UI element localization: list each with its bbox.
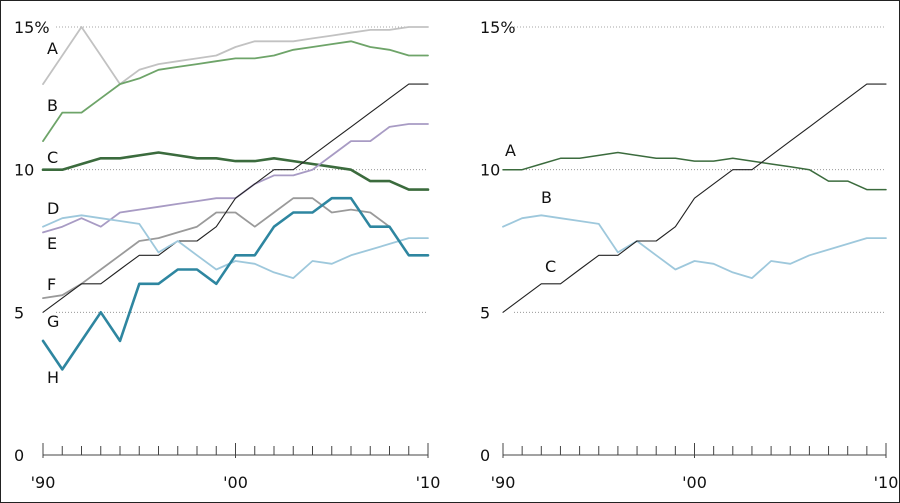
x-tick-label: '00 bbox=[223, 473, 248, 492]
y-tick-label: 10 bbox=[480, 161, 500, 180]
series-label-e: E bbox=[47, 234, 57, 253]
series-line-b bbox=[42, 40, 429, 142]
series-line-a bbox=[502, 151, 887, 191]
series-line-d bbox=[42, 123, 429, 234]
series-line-e bbox=[42, 197, 391, 299]
right-panel: 15% 10 5 0'90 '00 '10 A B C bbox=[480, 18, 898, 492]
x-tick-label: '10 bbox=[874, 473, 899, 492]
y-tick-label: 10 bbox=[14, 161, 34, 180]
y-tick-label: 5 bbox=[14, 303, 24, 322]
y-tick-label: 15% bbox=[14, 18, 50, 37]
y-tick-label: 15% bbox=[480, 18, 516, 37]
series-label-b: B bbox=[47, 96, 58, 115]
series-label-f: F bbox=[47, 275, 56, 294]
series-label-c: C bbox=[47, 148, 58, 167]
series-line-c bbox=[502, 83, 887, 313]
series-label-c: C bbox=[545, 257, 556, 276]
x-tick-label: '00 bbox=[682, 473, 707, 492]
y-tick-label: 0 bbox=[480, 446, 490, 465]
series-line-a bbox=[42, 26, 429, 85]
series-line-c bbox=[41, 151, 430, 191]
series-label-b: B bbox=[541, 188, 552, 207]
y-tick-label: 0 bbox=[14, 446, 24, 465]
x-tick-label: '10 bbox=[416, 473, 441, 492]
series-line-g bbox=[42, 214, 429, 279]
x-tick-label: '90 bbox=[491, 473, 516, 492]
series-label-d: D bbox=[47, 199, 59, 218]
y-tick-label: 5 bbox=[480, 303, 490, 322]
series-label-g: G bbox=[47, 312, 59, 331]
left-panel: 15% 10 5 0 '90 '00 '10 A B C DE FG H bbox=[14, 18, 440, 492]
series-label-a: A bbox=[47, 39, 58, 58]
series-label-h: H bbox=[47, 368, 59, 387]
series-line-h bbox=[41, 196, 430, 371]
series-line-b bbox=[502, 214, 887, 279]
x-tick-label: '90 bbox=[31, 473, 56, 492]
series-label-a: A bbox=[505, 141, 516, 160]
series-line-f bbox=[42, 83, 429, 313]
